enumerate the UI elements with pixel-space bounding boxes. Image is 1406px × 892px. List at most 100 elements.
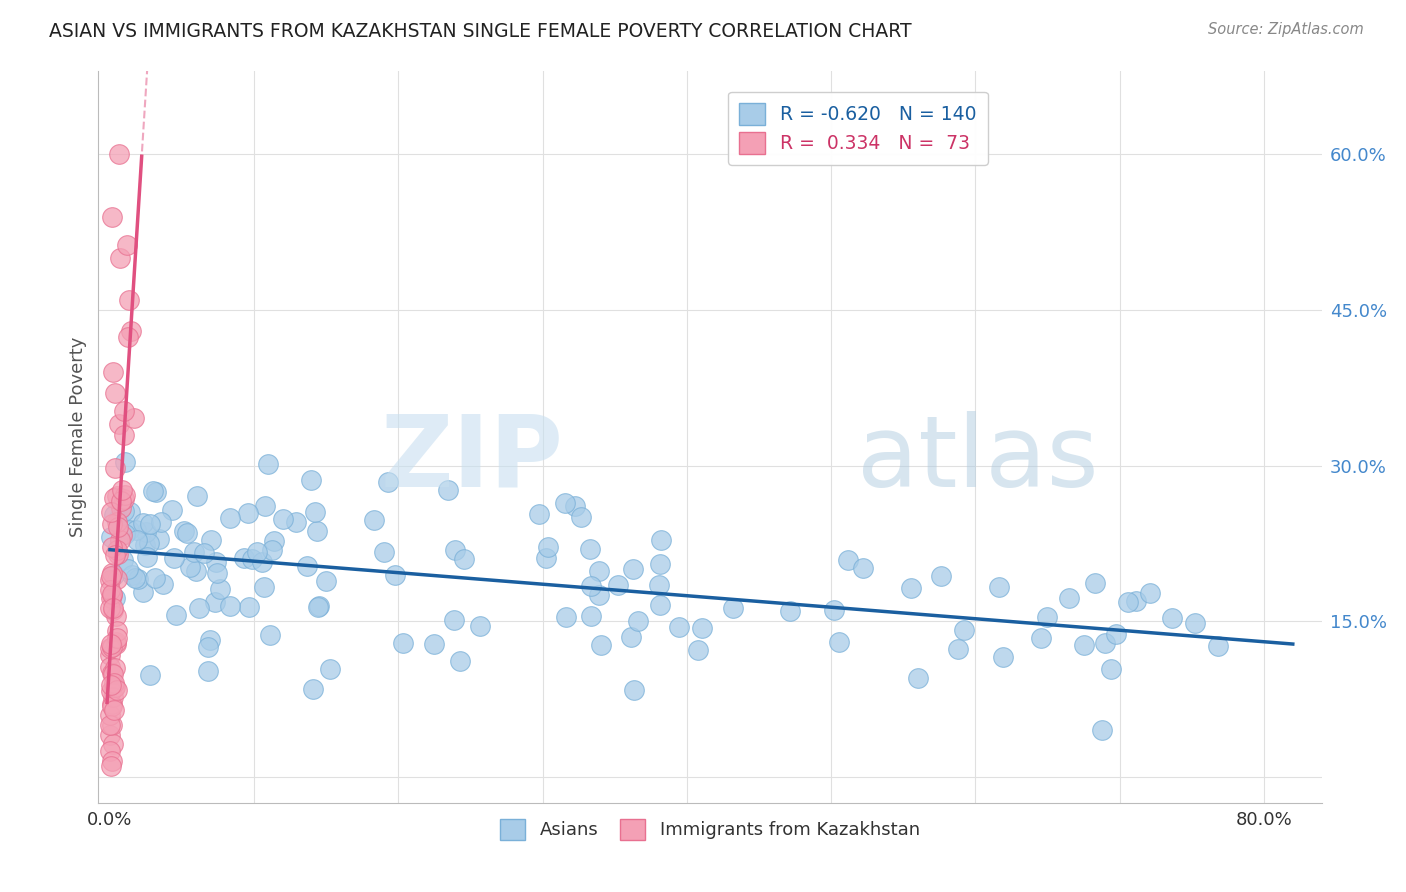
Point bbox=[1116, 595, 1139, 609]
Point bbox=[103, 508, 125, 522]
Point bbox=[259, 628, 281, 642]
Point bbox=[929, 568, 952, 582]
Point bbox=[721, 601, 744, 615]
Point bbox=[991, 649, 1014, 664]
Point bbox=[554, 495, 576, 509]
Point bbox=[564, 499, 586, 513]
Point bbox=[112, 428, 135, 442]
Point bbox=[110, 501, 132, 516]
Point bbox=[588, 564, 610, 578]
Point bbox=[114, 455, 136, 469]
Point bbox=[297, 559, 319, 574]
Point bbox=[200, 533, 222, 548]
Text: atlas: atlas bbox=[856, 410, 1098, 508]
Text: Source: ZipAtlas.com: Source: ZipAtlas.com bbox=[1208, 22, 1364, 37]
Point bbox=[308, 599, 330, 614]
Point bbox=[122, 411, 145, 425]
Legend: Asians, Immigrants from Kazakhstan: Asians, Immigrants from Kazakhstan bbox=[491, 810, 929, 848]
Point bbox=[101, 587, 124, 601]
Point bbox=[100, 659, 122, 673]
Point bbox=[623, 682, 645, 697]
Point bbox=[112, 491, 135, 506]
Point bbox=[149, 515, 172, 529]
Point bbox=[246, 545, 269, 559]
Point bbox=[142, 483, 165, 498]
Point bbox=[103, 365, 125, 379]
Point bbox=[193, 546, 215, 560]
Point bbox=[1036, 609, 1059, 624]
Point bbox=[537, 541, 560, 555]
Point bbox=[307, 599, 329, 614]
Point bbox=[117, 329, 139, 343]
Point bbox=[124, 571, 146, 585]
Point bbox=[103, 567, 125, 582]
Point bbox=[100, 640, 122, 654]
Point bbox=[1091, 723, 1114, 738]
Point bbox=[112, 504, 135, 518]
Point bbox=[108, 533, 131, 547]
Point bbox=[98, 744, 121, 758]
Point bbox=[117, 561, 139, 575]
Point bbox=[115, 238, 138, 252]
Point bbox=[1105, 627, 1128, 641]
Point bbox=[690, 621, 713, 635]
Point bbox=[188, 600, 211, 615]
Point bbox=[219, 511, 242, 525]
Point bbox=[100, 697, 122, 711]
Point bbox=[536, 551, 558, 566]
Point bbox=[238, 600, 260, 615]
Point bbox=[101, 600, 124, 615]
Point bbox=[118, 293, 141, 307]
Point bbox=[98, 582, 121, 597]
Point bbox=[107, 520, 129, 534]
Point bbox=[686, 643, 709, 657]
Point bbox=[114, 527, 136, 541]
Point bbox=[107, 511, 129, 525]
Point bbox=[186, 489, 208, 503]
Point bbox=[907, 671, 929, 685]
Point bbox=[204, 595, 226, 609]
Point bbox=[852, 560, 875, 574]
Point bbox=[104, 548, 127, 562]
Point bbox=[127, 572, 149, 586]
Point bbox=[98, 601, 121, 615]
Point bbox=[125, 533, 148, 547]
Point bbox=[101, 566, 124, 581]
Point bbox=[134, 538, 156, 552]
Point bbox=[101, 737, 124, 751]
Point bbox=[105, 489, 128, 503]
Point bbox=[197, 665, 219, 679]
Y-axis label: Single Female Poverty: Single Female Poverty bbox=[69, 337, 87, 537]
Point bbox=[100, 684, 122, 698]
Point bbox=[139, 517, 162, 532]
Point bbox=[103, 676, 125, 690]
Point bbox=[117, 523, 139, 537]
Point bbox=[837, 553, 859, 567]
Point bbox=[668, 620, 690, 634]
Point bbox=[111, 527, 134, 541]
Point bbox=[112, 552, 135, 566]
Point bbox=[319, 662, 342, 676]
Point bbox=[101, 718, 124, 732]
Point bbox=[103, 461, 125, 475]
Point bbox=[260, 542, 283, 557]
Point bbox=[100, 530, 122, 544]
Point bbox=[100, 210, 122, 224]
Point bbox=[184, 564, 207, 578]
Point bbox=[163, 551, 186, 566]
Point bbox=[900, 581, 922, 595]
Point bbox=[1206, 639, 1229, 653]
Point bbox=[148, 532, 170, 546]
Point bbox=[152, 576, 174, 591]
Point bbox=[233, 551, 256, 566]
Point bbox=[443, 542, 465, 557]
Point bbox=[110, 493, 132, 508]
Point bbox=[650, 533, 672, 547]
Point bbox=[104, 637, 127, 651]
Point bbox=[1083, 576, 1105, 591]
Point bbox=[253, 580, 276, 594]
Point bbox=[173, 524, 195, 538]
Point bbox=[100, 569, 122, 583]
Point bbox=[100, 505, 122, 519]
Point bbox=[256, 457, 278, 471]
